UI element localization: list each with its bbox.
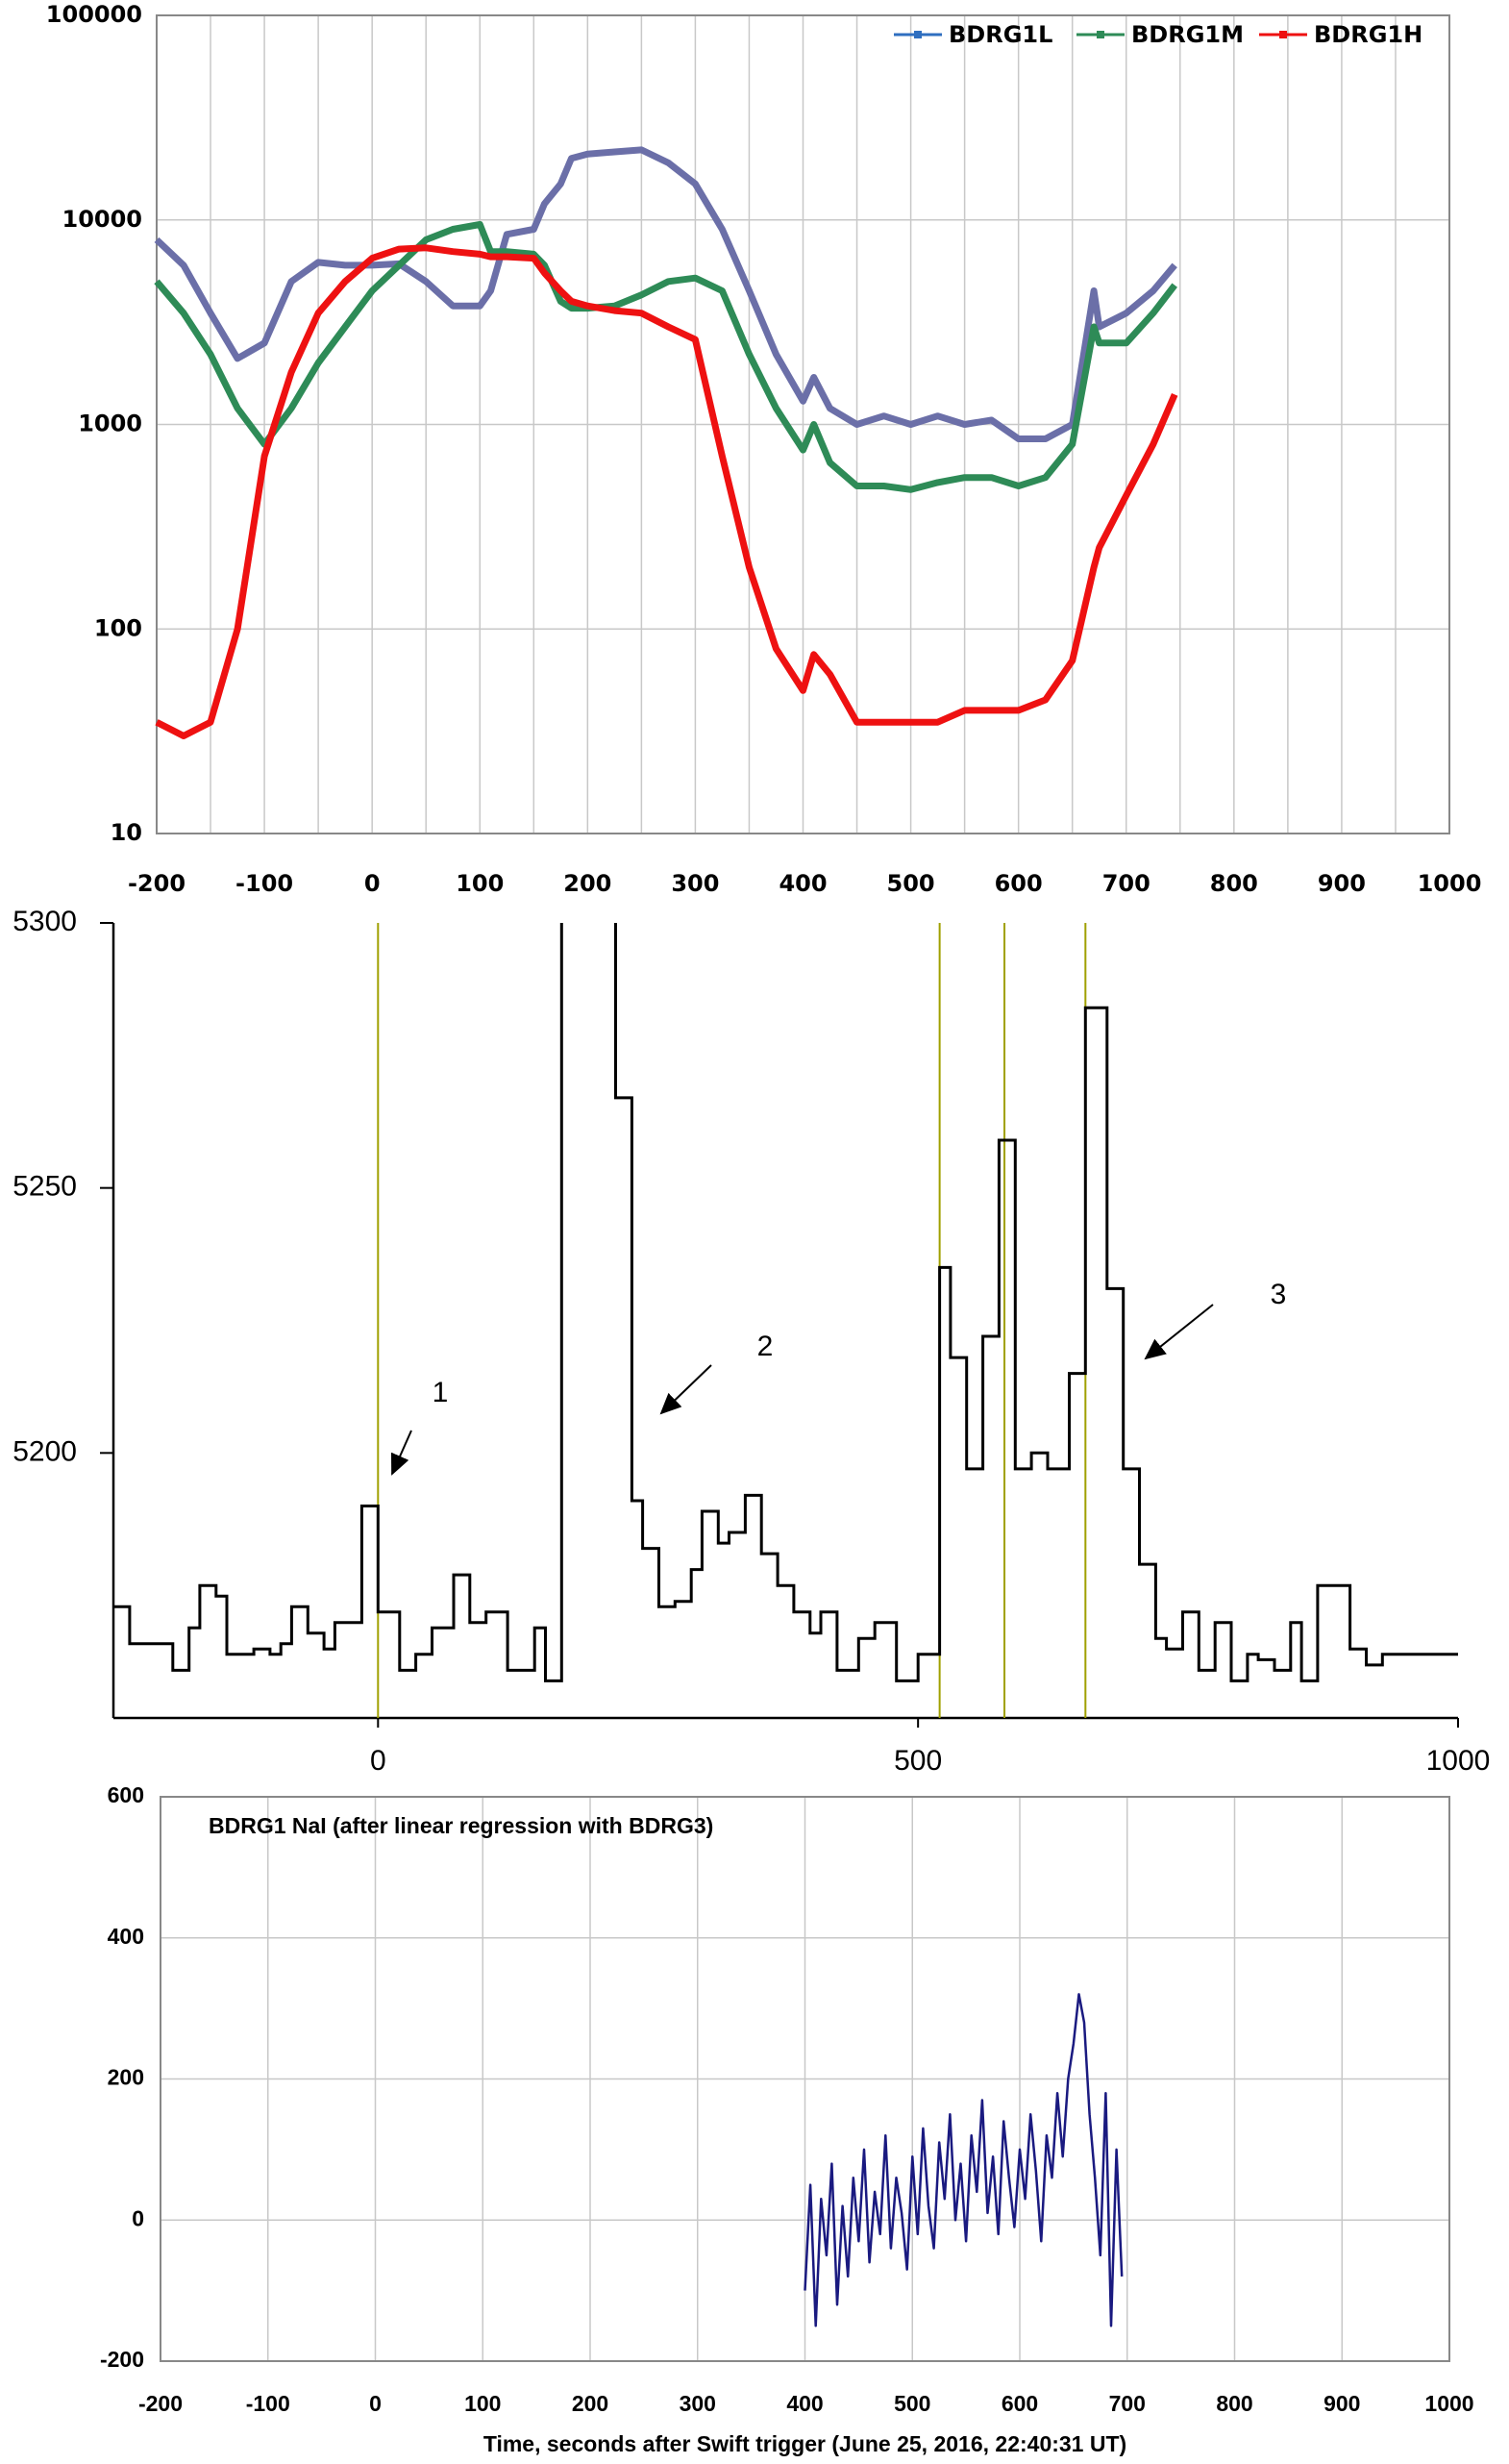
x-tick-label: 500 xyxy=(887,870,935,897)
x-tick-label: -100 xyxy=(235,870,293,897)
data-line xyxy=(113,923,1458,1682)
x-tick-label: 900 xyxy=(1323,2391,1360,2416)
x-tick-label: 600 xyxy=(995,870,1043,897)
plot-frame xyxy=(156,14,1450,834)
x-tick-label: 1000 xyxy=(1418,870,1482,897)
legend-label: BDRG1M xyxy=(1131,21,1244,48)
x-tick-label: 500 xyxy=(894,2391,930,2416)
x-tick-label: 0 xyxy=(369,2391,382,2416)
data-line xyxy=(154,221,1177,493)
annotation: 1 xyxy=(433,1377,449,1408)
x-tick-label: -200 xyxy=(138,2391,183,2416)
x-tick-label: 400 xyxy=(786,2391,823,2416)
x-tick-label: 300 xyxy=(671,870,719,897)
x-tick-label: 300 xyxy=(680,2391,716,2416)
x-tick-label: 700 xyxy=(1109,2391,1146,2416)
x-tick-label: 100 xyxy=(456,870,504,897)
y-tick-label: 0 xyxy=(132,2205,144,2230)
x-tick-label: 200 xyxy=(563,870,611,897)
y-tick-label: 5300 xyxy=(12,906,77,937)
annotation-arrow xyxy=(390,1430,412,1476)
annotation: 2 xyxy=(757,1331,774,1362)
y-tick-label: -200 xyxy=(100,2347,144,2372)
annotation-arrow xyxy=(659,1364,712,1415)
x-tick-label: 400 xyxy=(779,870,827,897)
x-tick-label: -100 xyxy=(246,2391,290,2416)
chart-title: BDRG1 NaI (after linear regression with … xyxy=(209,1813,713,1838)
y-tick-label: 1000 xyxy=(78,411,142,437)
y-tick-label: 600 xyxy=(108,1782,144,1807)
x-tick-label: 0 xyxy=(364,870,381,897)
data-line xyxy=(155,244,1178,739)
y-tick-label: 100000 xyxy=(46,1,142,28)
x-tick-label: -200 xyxy=(128,870,186,897)
legend-marker xyxy=(1279,31,1287,38)
x-tick-label: 100 xyxy=(464,2391,501,2416)
y-tick-label: 5250 xyxy=(12,1171,77,1203)
x-tick-label: 900 xyxy=(1318,870,1366,897)
y-tick-label: 400 xyxy=(108,1924,144,1949)
x-tick-label: 1000 xyxy=(1426,1745,1491,1777)
chart: -200 -100 0 100 200 300 400 500 600 700 800 900 1000… xyxy=(46,1,1482,897)
y-tick-label: 200 xyxy=(108,2065,144,2090)
y-tick-label: 5200 xyxy=(12,1435,77,1467)
x-axis-label: Time, seconds after Swift trigger (June … xyxy=(483,2431,1126,2456)
annotation-arrow xyxy=(1144,1304,1214,1360)
plot-frame xyxy=(160,1796,1450,2362)
x-tick-label: 800 xyxy=(1210,870,1258,897)
data-line xyxy=(804,1993,1124,2327)
x-tick-label: 500 xyxy=(894,1745,942,1777)
data-line xyxy=(154,146,1177,442)
chart: -200 -100 0 100 200 300 400 500 600 700 800 900 1000… xyxy=(100,1782,1474,2456)
x-tick-label: 0 xyxy=(370,1745,386,1777)
legend-marker xyxy=(914,31,922,38)
legend-marker xyxy=(1097,31,1104,38)
legend-label: BDRG1H xyxy=(1314,21,1422,48)
y-tick-label: 10000 xyxy=(62,206,143,233)
y-tick-label: 10 xyxy=(111,819,142,846)
y-tick-label: 100 xyxy=(94,614,142,641)
x-tick-label: 700 xyxy=(1102,870,1150,897)
chart: 0 500 1000 5200 5250 5300 1 2 3 xyxy=(12,906,1491,1777)
x-tick-label: 200 xyxy=(572,2391,608,2416)
x-tick-label: 1000 xyxy=(1424,2391,1473,2416)
x-tick-label: 600 xyxy=(1002,2391,1038,2416)
annotation: 3 xyxy=(1271,1279,1287,1310)
legend-label: BDRG1L xyxy=(949,21,1052,48)
x-tick-label: 800 xyxy=(1216,2391,1252,2416)
